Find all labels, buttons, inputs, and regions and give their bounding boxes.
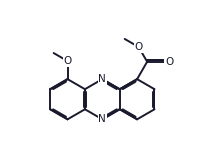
Text: O: O (165, 57, 173, 67)
Text: N: N (99, 74, 106, 84)
Text: O: O (64, 56, 72, 66)
Text: N: N (99, 114, 106, 124)
Text: O: O (134, 42, 143, 52)
